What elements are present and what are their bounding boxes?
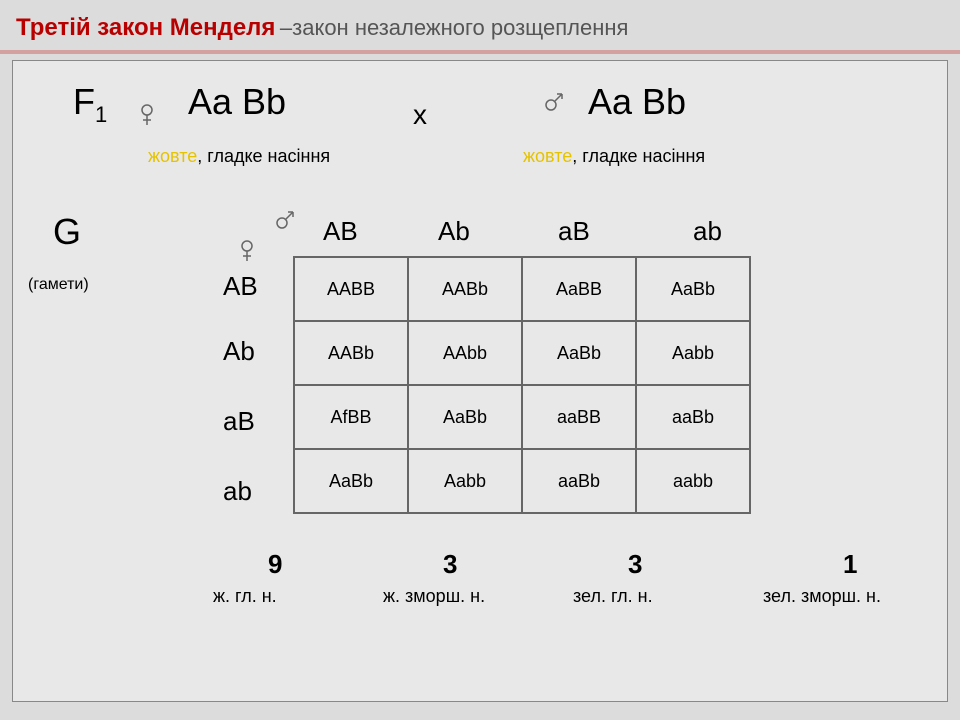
parent1-genotype: Aa Bb (188, 81, 286, 123)
g-label: G (53, 211, 81, 253)
cell-3-2: aaBb (522, 449, 636, 513)
title-main: Третій закон Менделя (16, 14, 275, 41)
row-gamete-3: ab (223, 476, 252, 507)
cell-0-3: AaBb (636, 257, 750, 321)
cell-3-0: AaBb (294, 449, 408, 513)
col-gamete-0: AB (323, 216, 358, 247)
ratio-3a: 3 (443, 549, 457, 580)
cell-1-1: AAbb (408, 321, 522, 385)
row-gamete-0: AB (223, 271, 258, 302)
g-note: (гамети) (28, 276, 89, 294)
male-icon (543, 91, 565, 113)
punnett-square: AABB AABb AaBB AaBb AABb AAbb AaBb Aabb … (293, 256, 751, 514)
cell-3-1: Aabb (408, 449, 522, 513)
col-gamete-2: aB (558, 216, 590, 247)
phenotype2: жовте, гладке насіння (523, 146, 705, 167)
cell-0-0: AABB (294, 257, 408, 321)
cross-symbol: x (413, 99, 427, 131)
ratio-9: 9 (268, 549, 282, 580)
row-gamete-2: aB (223, 406, 255, 437)
male-gamete-icon (274, 209, 296, 231)
parent2-genotype: Aa Bb (588, 81, 686, 123)
f1-label: F1 (73, 81, 107, 128)
cell-3-3: aabb (636, 449, 750, 513)
cell-1-0: AABb (294, 321, 408, 385)
col-gamete-3: ab (693, 216, 722, 247)
cell-1-3: Aabb (636, 321, 750, 385)
pheno-label-4: зел. зморш. н. (763, 586, 881, 607)
female-gamete-icon (238, 239, 256, 265)
female-icon (138, 103, 156, 129)
cell-2-2: aaBB (522, 385, 636, 449)
cell-2-1: AaBb (408, 385, 522, 449)
cell-1-2: AaBb (522, 321, 636, 385)
title-sub: –закон незалежного розщеплення (280, 15, 629, 40)
ratio-3b: 3 (628, 549, 642, 580)
row-gamete-1: Ab (223, 336, 255, 367)
cell-0-2: AaBB (522, 257, 636, 321)
cell-0-1: AABb (408, 257, 522, 321)
cell-2-3: aaBb (636, 385, 750, 449)
pheno-label-2: ж. зморш. н. (383, 586, 485, 607)
cell-2-0: AfBB (294, 385, 408, 449)
col-gamete-1: Ab (438, 216, 470, 247)
diagram-canvas: F1 Aa Bb x Aa Bb жовте, гладке насіння ж… (12, 60, 948, 702)
pheno-label-1: ж. гл. н. (213, 586, 277, 607)
phenotype1: жовте, гладке насіння (148, 146, 330, 167)
ratio-1: 1 (843, 549, 857, 580)
pheno-label-3: зел. гл. н. (573, 586, 653, 607)
